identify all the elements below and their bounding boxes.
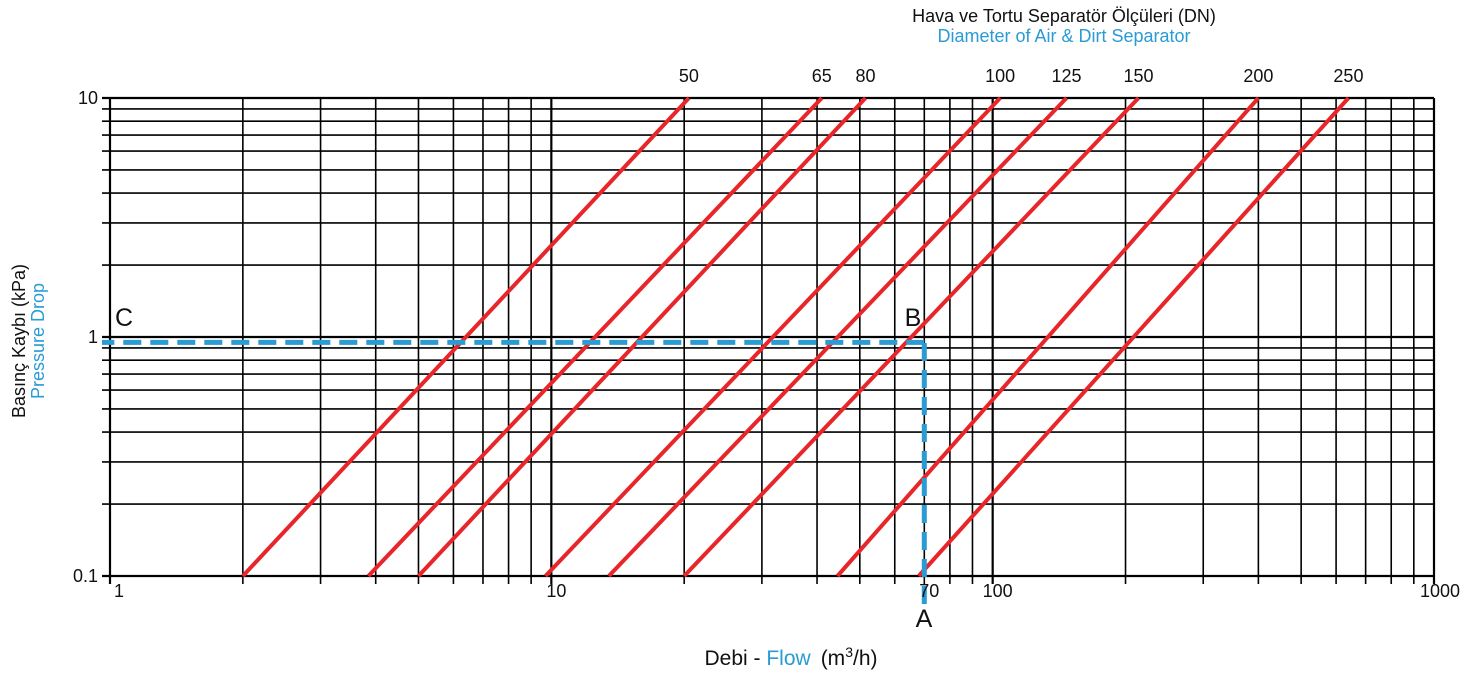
x-tick-label: 100 bbox=[983, 581, 1013, 601]
series-label-dn50: 50 bbox=[679, 66, 699, 86]
x-tick-label: 70 bbox=[919, 581, 939, 601]
series-label-dn80: 80 bbox=[855, 66, 875, 86]
series-label-dn100: 100 bbox=[985, 66, 1015, 86]
chart-grid bbox=[102, 96, 1436, 584]
series-line-dn50 bbox=[241, 96, 691, 578]
x-axis-label: Debi - Flow (m3/h) bbox=[704, 644, 877, 670]
example-path bbox=[102, 339, 927, 604]
series-line-dn125 bbox=[607, 96, 1068, 578]
series-label-dn125: 125 bbox=[1051, 66, 1081, 86]
y-axis-label-en: Pressure Drop bbox=[28, 283, 48, 399]
series-label-dn65: 65 bbox=[812, 66, 832, 86]
x-axis-unit-sup: 3 bbox=[845, 644, 853, 660]
y-axis-label-tr: Basınç Kaybı (kPa) bbox=[9, 264, 29, 418]
chart-title-tr: Hava ve Tortu Separatör Ölçüleri (DN) bbox=[912, 6, 1216, 26]
series-line-dn150 bbox=[682, 96, 1140, 578]
x-tick-label: 1 bbox=[114, 581, 124, 601]
point-c-label: C bbox=[115, 304, 133, 332]
y-tick-label: 1 bbox=[88, 327, 98, 347]
chart-series bbox=[241, 96, 1350, 578]
point-a-label: A bbox=[916, 605, 933, 633]
series-line-dn200 bbox=[835, 96, 1260, 578]
chart-title-en: Diameter of Air & Dirt Separator bbox=[937, 26, 1190, 46]
series-line-dn100 bbox=[544, 96, 1002, 578]
series-line-dn250 bbox=[917, 96, 1350, 578]
series-line-dn65 bbox=[366, 96, 824, 578]
series-label-dn150: 150 bbox=[1123, 66, 1153, 86]
series-line-dn80 bbox=[417, 96, 867, 578]
x-axis-unit-pre: (m bbox=[821, 647, 846, 670]
chart-labels: Hava ve Tortu Separatör Ölçüleri (DN) Di… bbox=[9, 6, 1460, 670]
series-label-dn250: 250 bbox=[1333, 66, 1363, 86]
y-tick-label: 0.1 bbox=[73, 566, 98, 586]
x-tick-label: 10 bbox=[546, 581, 566, 601]
x-axis-label-tr: Debi - bbox=[704, 647, 766, 670]
series-label-dn200: 200 bbox=[1243, 66, 1273, 86]
point-b-label: B bbox=[905, 304, 922, 332]
x-axis-label-en: Flow bbox=[766, 647, 811, 670]
x-axis-unit-post: /h) bbox=[853, 647, 878, 670]
x-tick-label: 1000 bbox=[1420, 581, 1460, 601]
y-tick-label: 10 bbox=[78, 88, 98, 108]
